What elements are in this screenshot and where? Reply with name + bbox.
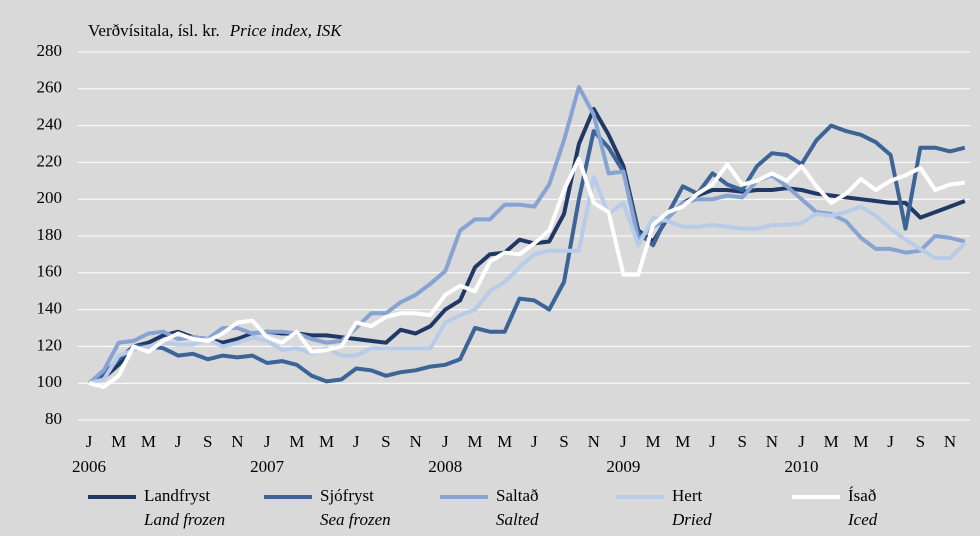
legend-label: Ísað xyxy=(848,486,876,505)
year-label: 2006 xyxy=(72,457,106,476)
y-tick-label: 220 xyxy=(37,151,63,170)
legend-label: Hert xyxy=(672,486,702,505)
title-en: Price index, ISK xyxy=(229,21,344,40)
legend-label: Landfryst xyxy=(144,486,210,505)
x-tick-label: M xyxy=(853,432,868,451)
x-tick-label: M xyxy=(497,432,512,451)
chart-title: Verðvísitala, ísl. kr. Price index, ISK xyxy=(88,21,343,40)
x-tick-label: J xyxy=(353,432,360,451)
y-tick-label: 280 xyxy=(37,41,63,60)
x-tick-label: N xyxy=(588,432,600,451)
x-tick-label: S xyxy=(737,432,746,451)
legend-label-en: Salted xyxy=(496,510,539,529)
legend-label-en: Iced xyxy=(847,510,878,529)
x-tick-label: M xyxy=(824,432,839,451)
year-label: 2008 xyxy=(428,457,462,476)
x-tick-label: J xyxy=(709,432,716,451)
legend-label-en: Dried xyxy=(671,510,712,529)
x-tick-label: S xyxy=(916,432,925,451)
series-line xyxy=(88,175,967,386)
x-tick-label: M xyxy=(675,432,690,451)
x-tick-label: J xyxy=(620,432,627,451)
legend-label: Sjófryst xyxy=(320,486,374,505)
y-tick-label: 260 xyxy=(37,78,63,97)
series-line xyxy=(88,156,966,389)
x-tick-label: S xyxy=(381,432,390,451)
y-tick-label: 180 xyxy=(37,225,63,244)
y-tick-label: 240 xyxy=(37,115,63,134)
series-line xyxy=(87,123,966,385)
x-tick-label: J xyxy=(175,432,182,451)
x-tick-label: M xyxy=(467,432,482,451)
y-tick-label: 200 xyxy=(37,188,63,207)
y-tick-label: 140 xyxy=(37,299,63,318)
x-tick-label: N xyxy=(409,432,421,451)
legend-label-en: Land frozen xyxy=(143,510,225,529)
x-tick-label: J xyxy=(86,432,93,451)
x-tick-label: M xyxy=(319,432,334,451)
x-tick-label: N xyxy=(231,432,243,451)
x-tick-label: M xyxy=(111,432,126,451)
x-tick-label: J xyxy=(264,432,271,451)
year-label: 2009 xyxy=(606,457,640,476)
x-tick-label: J xyxy=(531,432,538,451)
y-tick-label: 160 xyxy=(37,262,63,281)
x-tick-label: J xyxy=(887,432,894,451)
x-tick-label: S xyxy=(559,432,568,451)
x-tick-label: N xyxy=(766,432,778,451)
year-label: 2007 xyxy=(250,457,285,476)
x-tick-label: S xyxy=(203,432,212,451)
title-is: Verðvísitala, ísl. kr. xyxy=(88,21,220,40)
x-tick-label: M xyxy=(646,432,661,451)
x-tick-label: J xyxy=(798,432,805,451)
x-tick-label: J xyxy=(442,432,449,451)
legend-label-en: Sea frozen xyxy=(320,510,391,529)
x-tick-label: N xyxy=(944,432,956,451)
x-tick-label: M xyxy=(141,432,156,451)
year-label: 2010 xyxy=(785,457,819,476)
legend-label: Saltað xyxy=(496,486,539,505)
y-tick-label: 80 xyxy=(45,409,62,428)
y-tick-label: 100 xyxy=(37,372,63,391)
y-tick-label: 120 xyxy=(37,335,63,354)
series-line xyxy=(88,107,966,386)
x-tick-label: M xyxy=(289,432,304,451)
